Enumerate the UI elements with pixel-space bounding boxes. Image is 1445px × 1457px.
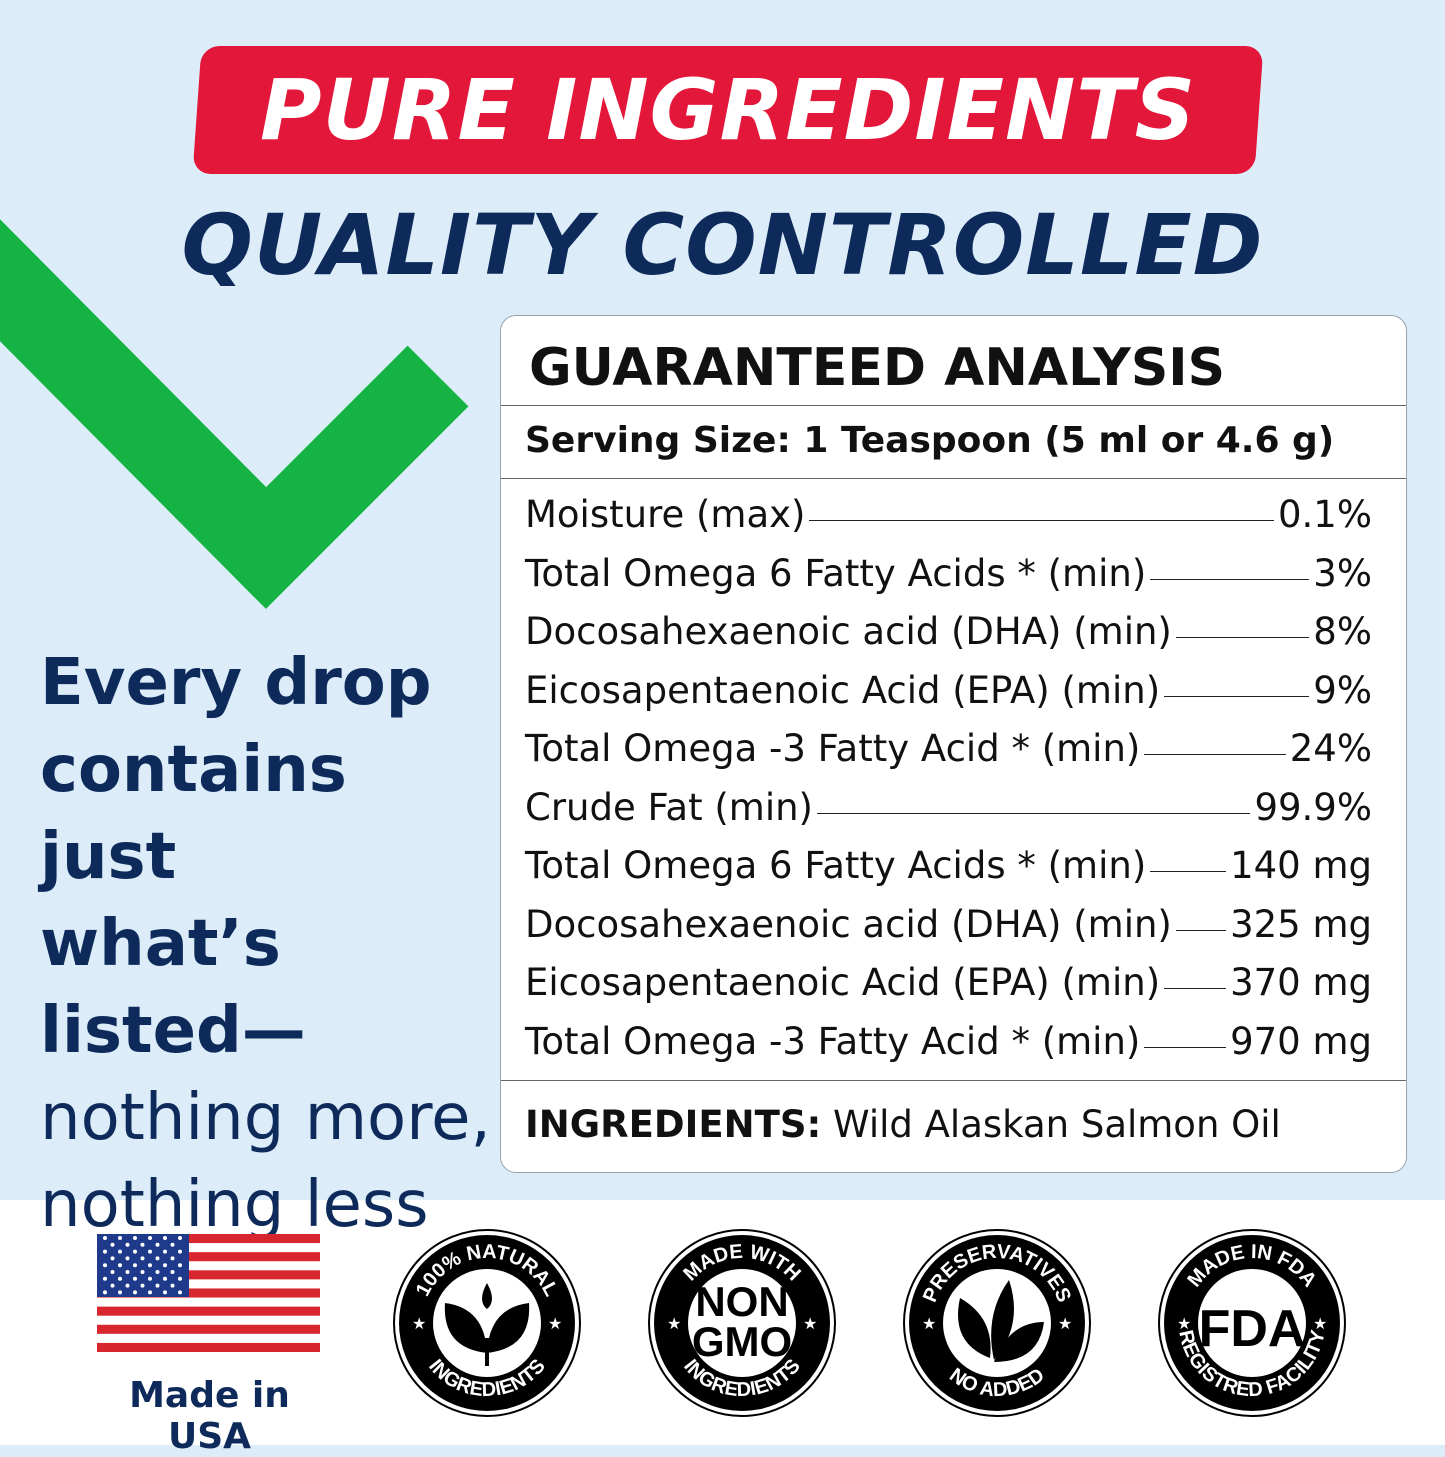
row-label: Eicosapentaenoic Acid (EPA) (min) xyxy=(525,668,1161,712)
tagline-line: nothing less xyxy=(40,1168,429,1242)
row-label: Total Omega 6 Fatty Acids * (min) xyxy=(525,551,1147,595)
ingredients: INGREDIENTS: Wild Alaskan Salmon Oil xyxy=(501,1081,1406,1146)
analysis-row: Total Omega -3 Fatty Acid * (min) 24% xyxy=(525,727,1372,786)
badge-center-text: GMO xyxy=(692,1318,792,1365)
ingredients-label: INGREDIENTS: xyxy=(525,1103,822,1146)
tagline: Every drop contains just what’s listed— … xyxy=(40,640,500,1249)
badge: PRESERVATIVES NO ADDED ★ ★ xyxy=(902,1228,1092,1422)
row-value: 0.1% xyxy=(1278,493,1372,536)
row-value: 970 mg xyxy=(1230,1019,1372,1063)
analysis-row: Total Omega -3 Fatty Acid * (min) 970 mg xyxy=(525,1020,1372,1079)
analysis-title: GUARANTEED ANALYSIS xyxy=(501,316,1406,406)
leaves-icon xyxy=(958,1280,1044,1362)
star-icon: ★ xyxy=(1058,1314,1072,1333)
analysis-row: Crude Fat (min) 99.9% xyxy=(525,786,1372,845)
star-icon: ★ xyxy=(548,1314,562,1333)
row-label: Crude Fat (min) xyxy=(525,785,813,829)
row-label: Docosahexaenoic acid (DHA) (min) xyxy=(525,902,1172,946)
tagline-line: nothing more, xyxy=(40,1081,491,1155)
leader-line xyxy=(1144,754,1286,755)
leader-line xyxy=(1175,929,1227,931)
guaranteed-analysis-panel: GUARANTEED ANALYSIS Serving Size: 1 Teas… xyxy=(500,315,1407,1173)
row-value: 99.9% xyxy=(1254,785,1372,829)
leaf-drop-icon xyxy=(444,1283,530,1366)
row-value: 9% xyxy=(1313,668,1372,712)
banner: PURE INGREDIENTS xyxy=(192,46,1264,174)
badge: 100% NATURAL INGREDIENTS ★ ★ xyxy=(392,1228,582,1422)
star-icon: ★ xyxy=(1177,1314,1191,1333)
ingredients-value: Wild Alaskan Salmon Oil xyxy=(833,1103,1281,1146)
row-value: 325 mg xyxy=(1230,902,1372,946)
banner-text: PURE INGREDIENTS xyxy=(259,61,1197,159)
leader-line xyxy=(1144,1046,1227,1048)
row-value: 370 mg xyxy=(1230,961,1372,1004)
star-icon: ★ xyxy=(667,1314,681,1333)
analysis-row: Total Omega 6 Fatty Acids * (min) 3% xyxy=(525,552,1372,611)
badge-center-text: FDA xyxy=(1199,1300,1306,1358)
leader-line xyxy=(1164,695,1310,697)
checkmark-icon xyxy=(0,219,469,609)
star-icon: ★ xyxy=(1313,1314,1327,1333)
row-label: Total Omega -3 Fatty Acid * (min) xyxy=(525,1019,1141,1063)
row-label: Moisture (max) xyxy=(525,493,806,536)
row-label: Total Omega -3 Fatty Acid * (min) xyxy=(525,727,1141,770)
subtitle: QUALITY CONTROLLED xyxy=(181,196,1264,294)
leader-line xyxy=(809,520,1274,521)
star-icon: ★ xyxy=(922,1314,936,1333)
row-label: Eicosapentaenoic Acid (EPA) (min) xyxy=(525,961,1161,1004)
leader-line xyxy=(1175,637,1310,638)
tagline-line: contains just xyxy=(40,733,347,894)
row-value: 8% xyxy=(1313,610,1372,653)
star-icon: ★ xyxy=(412,1314,426,1333)
serving-size: Serving Size: 1 Teaspoon (5 ml or 4.6 g) xyxy=(501,406,1406,479)
tagline-line: what’s xyxy=(40,907,281,981)
tagline-line: listed— xyxy=(40,994,306,1068)
leader-line xyxy=(816,812,1251,814)
analysis-row: Total Omega 6 Fatty Acids * (min) 140 mg xyxy=(525,844,1372,903)
leader-line xyxy=(1150,871,1227,872)
row-label: Total Omega 6 Fatty Acids * (min) xyxy=(525,844,1147,887)
analysis-row: Eicosapentaenoic Acid (EPA) (min) 9% xyxy=(525,669,1372,728)
badge: MADE WITH INGREDIENTS ★ ★ NON GMO xyxy=(647,1228,837,1422)
us-flag-icon xyxy=(97,1234,320,1352)
row-label: Docosahexaenoic acid (DHA) (min) xyxy=(525,610,1172,653)
leader-line xyxy=(1164,988,1227,989)
tagline-line: Every drop xyxy=(40,646,432,720)
analysis-row: Eicosapentaenoic Acid (EPA) (min) 370 mg xyxy=(525,961,1372,1020)
leader-line xyxy=(1150,578,1310,580)
badge-center-text: NON xyxy=(695,1278,788,1325)
row-value: 24% xyxy=(1289,727,1372,770)
analysis-row: Docosahexaenoic acid (DHA) (min) 8% xyxy=(525,610,1372,669)
star-icon: ★ xyxy=(803,1314,817,1333)
badge: MADE IN FDA REGISTRED FACILITY ★ ★ FDA xyxy=(1157,1228,1347,1422)
row-value: 140 mg xyxy=(1230,844,1372,887)
analysis-rows: Moisture (max) 0.1% Total Omega 6 Fatty Ac… xyxy=(501,479,1406,1081)
analysis-row: Docosahexaenoic acid (DHA) (min) 325 mg xyxy=(525,903,1372,962)
analysis-row: Moisture (max) 0.1% xyxy=(525,493,1372,552)
row-value: 3% xyxy=(1313,551,1372,595)
